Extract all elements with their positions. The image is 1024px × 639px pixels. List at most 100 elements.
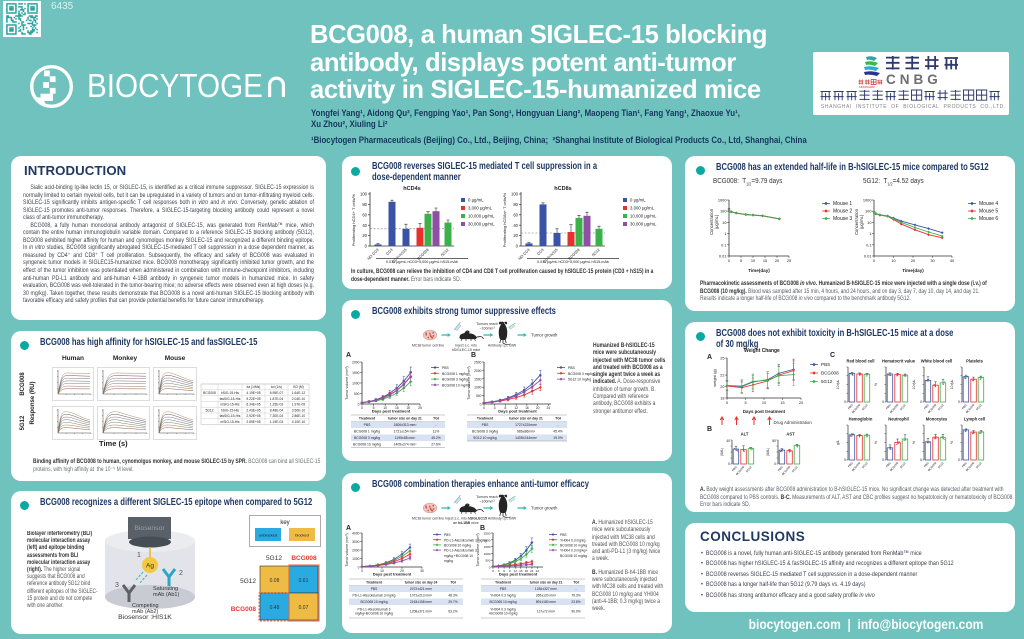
svg-text:0: 0 <box>920 458 922 462</box>
svg-text:PD-L1-Atezolizumab 3 mg/kg: PD-L1-Atezolizumab 3 mg/kg <box>353 593 396 597</box>
svg-text:5G12: 5G12 <box>440 248 449 257</box>
svg-text:Competing: Competing <box>132 603 159 609</box>
svg-text:~100mm³: ~100mm³ <box>479 500 495 504</box>
svg-text:0: 0 <box>920 400 922 404</box>
svg-text:24: 24 <box>536 569 540 573</box>
svg-text:PBS: PBS <box>482 423 490 427</box>
svg-text:BCG008: BCG008 <box>735 465 746 476</box>
svg-text:-: - <box>557 423 558 427</box>
svg-text:1500: 1500 <box>484 545 491 549</box>
svg-text:3000: 3000 <box>352 540 360 544</box>
svg-text:PD-L1-Atezolizumab 3 mg/kg: PD-L1-Atezolizumab 3 mg/kg <box>444 538 487 542</box>
svg-text:PBS: PBS <box>500 587 507 591</box>
svg-text:Red blood cell: Red blood cell <box>847 359 875 364</box>
svg-text:20: 20 <box>911 258 916 263</box>
svg-text:6: 6 <box>503 569 505 573</box>
svg-text:(μg/mL): (μg/mL) <box>714 214 719 229</box>
svg-text:10³/μL: 10³/μL <box>950 380 954 390</box>
svg-text:PBS: PBS <box>364 423 372 427</box>
svg-text:Saturating: Saturating <box>153 586 178 592</box>
svg-text:2.86E-10: 2.86E-10 <box>292 414 306 418</box>
svg-text:NO CD3: NO CD3 <box>367 248 380 261</box>
svg-text:1284±327 mm³: 1284±327 mm³ <box>535 587 558 591</box>
svg-text:Tumors reach: Tumors reach <box>476 495 498 499</box>
svg-text:0 μg/mL: 0 μg/mL <box>468 198 484 203</box>
svg-text:PBS: PBS <box>885 403 892 410</box>
svg-text:48.3%: 48.3% <box>448 593 457 597</box>
svg-text:60: 60 <box>513 212 518 217</box>
svg-text:%: % <box>874 383 878 386</box>
svg-text:5G12: 5G12 <box>937 403 945 411</box>
svg-text:%: % <box>874 441 878 444</box>
svg-text:PBS: PBS <box>847 403 854 410</box>
svg-text:2500: 2500 <box>474 361 482 365</box>
svg-text:63.2%: 63.2% <box>448 610 457 614</box>
svg-text:1.64E-12: 1.64E-12 <box>292 391 306 395</box>
svg-text:1.97E-09: 1.97E-09 <box>292 403 306 407</box>
svg-text:KD (M): KD (M) <box>293 385 303 389</box>
svg-text:YH004 0.3 mg/kg: YH004 0.3 mg/kg <box>490 593 516 597</box>
svg-text:Antibody i.p., BIW: Antibody i.p., BIW <box>488 344 517 348</box>
svg-text:mg/kg: mg/kg <box>444 559 453 563</box>
svg-text:3.50E-10: 3.50E-10 <box>292 408 306 412</box>
svg-text:BCG008 10 mg/kg: BCG008 10 mg/kg <box>489 600 516 604</box>
svg-text:Monocytes: Monocytes <box>926 417 948 422</box>
svg-text:hSIGLEC-15 mice: hSIGLEC-15 mice <box>452 348 481 351</box>
svg-text:0 μg/mL: 0 μg/mL <box>630 198 646 203</box>
svg-text:BCG008: BCG008 <box>20 372 26 396</box>
svg-text:10,000 μg/mL: 10,000 μg/mL <box>468 214 495 219</box>
svg-text:9.22E+05: 9.22E+05 <box>246 397 260 401</box>
svg-text:Tumor growth: Tumor growth <box>531 333 558 338</box>
svg-text:30: 30 <box>930 258 935 263</box>
svg-text:3: 3 <box>115 582 119 589</box>
svg-text:100: 100 <box>865 209 872 214</box>
svg-text:BCG008: BCG008 <box>927 461 938 472</box>
svg-text:1: 1 <box>137 552 141 559</box>
svg-text:2: 2 <box>179 570 183 577</box>
svg-text:2000: 2000 <box>352 549 360 553</box>
svg-text:5G12: 5G12 <box>205 408 213 412</box>
svg-text:+BCG008 10 mg/kg: +BCG008 10 mg/kg <box>488 612 517 616</box>
svg-text:11%: 11% <box>433 429 440 433</box>
svg-text:SINOPHARM: SINOPHARM <box>859 85 875 88</box>
svg-text:2.92E+05: 2.92E+05 <box>246 414 260 418</box>
svg-text:Mouse 1: Mouse 1 <box>833 201 852 207</box>
svg-text:265±120 mm³: 265±120 mm³ <box>536 593 557 597</box>
svg-text:500: 500 <box>354 392 360 396</box>
svg-text:100: 100 <box>511 192 519 197</box>
svg-text:-: - <box>452 587 453 591</box>
svg-text:500: 500 <box>476 394 482 398</box>
svg-text:BCG008 10 mg/kg: BCG008 10 mg/kg <box>442 383 470 387</box>
svg-text:TGI: TGI <box>433 417 439 421</box>
svg-text:%: % <box>912 441 916 444</box>
svg-text:45.4%: 45.4% <box>553 429 563 433</box>
svg-text:Time(day): Time(day) <box>902 268 924 273</box>
svg-text:5G12: 5G12 <box>821 379 833 384</box>
svg-text:weight (g): weight (g) <box>712 369 717 387</box>
svg-text:0.1: 0.1 <box>721 242 726 247</box>
svg-text:BCG008 1 mg/kg: BCG008 1 mg/kg <box>442 372 468 376</box>
svg-text:25: 25 <box>787 258 791 263</box>
svg-text:500: 500 <box>485 559 490 563</box>
svg-text:0.010 μg/mL hCD3+5,000 μg/mL h: 0.010 μg/mL hCD3+5,000 μg/mL hS15-mAb <box>386 260 458 264</box>
svg-text:19.0%: 19.0% <box>553 436 563 440</box>
svg-text:TGI: TGI <box>573 581 579 585</box>
svg-text:20: 20 <box>362 233 367 238</box>
svg-text:2.89E+05: 2.89E+05 <box>246 420 260 424</box>
svg-text:15: 15 <box>763 258 767 263</box>
svg-text:0: 0 <box>726 401 728 405</box>
svg-text:25: 25 <box>720 357 724 361</box>
svg-text:BCG008 3 mg/kg: BCG008 3 mg/kg <box>472 429 498 433</box>
svg-text:80: 80 <box>362 202 367 207</box>
svg-text:PBS: PBS <box>961 461 968 468</box>
svg-text:100: 100 <box>360 192 368 197</box>
svg-text:Response (RU): Response (RU) <box>30 381 36 424</box>
svg-text:100: 100 <box>720 209 727 214</box>
svg-text:4: 4 <box>494 406 496 410</box>
svg-text:PD-L1-Atezolizumab 3: PD-L1-Atezolizumab 3 <box>444 549 477 553</box>
svg-text:0.010 μg/mL hCD3+5,000 μg/mL h: 0.010 μg/mL hCD3+5,000 μg/mL hS15-mAb <box>537 260 609 264</box>
svg-text:1.25E-03: 1.25E-03 <box>270 403 284 407</box>
svg-text:NO CD3: NO CD3 <box>518 248 531 261</box>
svg-text:mAb (Ab1): mAb (Ab1) <box>153 592 179 598</box>
svg-text:Mouse 3: Mouse 3 <box>833 216 852 222</box>
